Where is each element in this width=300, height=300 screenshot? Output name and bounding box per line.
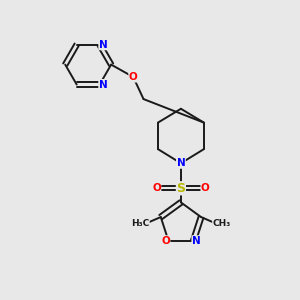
Text: N: N [99, 40, 108, 50]
Text: O: O [201, 183, 210, 193]
Text: H₃C: H₃C [131, 219, 149, 228]
Text: CH₃: CH₃ [213, 219, 231, 228]
Text: N: N [192, 236, 201, 246]
Text: S: S [176, 182, 185, 195]
Text: N: N [99, 80, 108, 89]
Text: O: O [161, 236, 170, 246]
Text: O: O [152, 183, 161, 193]
Text: O: O [129, 72, 138, 82]
Text: N: N [176, 158, 185, 168]
